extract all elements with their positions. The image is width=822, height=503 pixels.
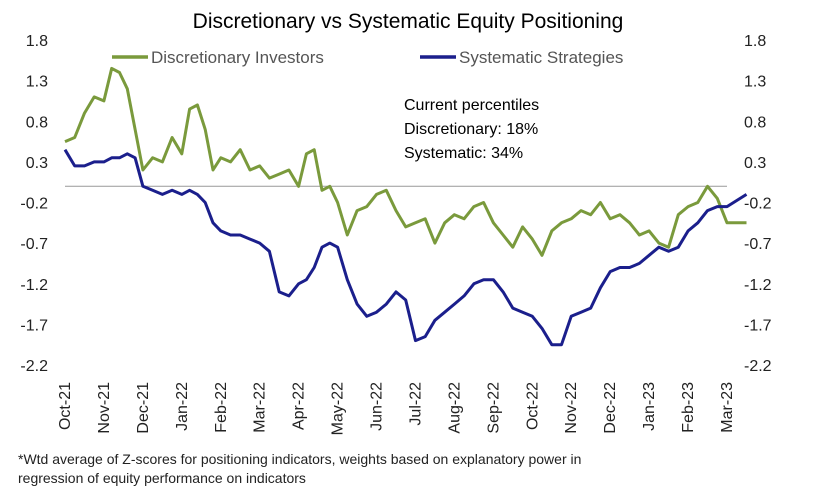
series-layer (63, 66, 748, 347)
percentile-annotation: Current percentiles Discretionary: 18% S… (404, 97, 539, 162)
y-tick-right: -1.2 (744, 277, 772, 294)
annotation-line-1: Current percentiles (404, 97, 539, 114)
y-tick-left: 0.8 (26, 114, 48, 131)
footnote-line-1: *Wtd average of Z-scores for positioning… (18, 451, 581, 467)
y-axis-right: 1.8 1.3 0.8 0.3 -0.2 -0.7 -1.2 -1.7 -2.2 (744, 33, 772, 375)
footnote: *Wtd average of Z-scores for positioning… (18, 451, 581, 486)
legend-label-systematic: Systematic Strategies (459, 48, 623, 67)
x-tick-label: Dec-21 (135, 382, 152, 434)
y-tick-left: 1.3 (26, 74, 48, 91)
x-tick-label: May-22 (330, 382, 347, 435)
x-tick-label: Jan-23 (641, 382, 658, 431)
series-line-systematic (63, 148, 748, 347)
y-tick-left: 0.3 (26, 155, 48, 172)
x-tick-label: Mar-23 (719, 382, 736, 433)
y-tick-right: 0.8 (744, 114, 766, 131)
y-tick-right: -0.7 (744, 236, 772, 253)
x-tick-label: Jan-22 (174, 382, 191, 431)
y-axis-left: 1.8 1.3 0.8 0.3 -0.2 -0.7 -1.2 -1.7 -2.2 (20, 33, 48, 375)
y-tick-left: -1.7 (20, 317, 48, 334)
y-tick-left: 1.8 (26, 33, 48, 50)
y-tick-right: -2.2 (744, 358, 772, 375)
x-tick-label: Jul-22 (407, 382, 424, 426)
x-tick-label: Oct-22 (524, 382, 541, 430)
x-tick-label: Nov-21 (96, 382, 113, 434)
y-tick-left: -1.2 (20, 277, 48, 294)
x-tick-label: Dec-22 (602, 382, 619, 434)
y-tick-right: -1.7 (744, 317, 772, 334)
x-tick-label: Mar-22 (252, 382, 269, 433)
series-line-discretionary (64, 66, 747, 257)
y-tick-left: -0.7 (20, 236, 48, 253)
y-tick-left: -0.2 (20, 196, 48, 213)
x-tick-label: Oct-21 (57, 382, 74, 430)
footnote-line-2: regression of equity performance on indi… (18, 470, 306, 486)
legend-label-discretionary: Discretionary Investors (151, 48, 324, 67)
annotation-line-3: Systematic: 34% (404, 145, 523, 162)
x-tick-label: Jun-22 (369, 382, 386, 431)
y-tick-left: -2.2 (20, 358, 48, 375)
x-tick-label: Apr-22 (291, 382, 308, 430)
x-tick-label: Nov-22 (563, 382, 580, 434)
x-tick-label: Sep-22 (485, 382, 502, 434)
legend: Discretionary Investors Systematic Strat… (112, 48, 623, 67)
annotation-line-2: Discretionary: 18% (404, 121, 538, 138)
x-tick-label: Feb-22 (213, 382, 230, 433)
y-tick-right: 0.3 (744, 155, 766, 172)
y-tick-right: 1.8 (744, 33, 766, 50)
x-tick-label: Feb-23 (680, 382, 697, 433)
y-tick-right: -0.2 (744, 196, 772, 213)
y-tick-right: 1.3 (744, 74, 766, 91)
x-tick-label: Aug-22 (446, 382, 463, 434)
x-axis: Oct-21 Nov-21 Dec-21 Jan-22 Feb-22 Mar-22 Apr-… (57, 382, 736, 435)
chart-title: Discretionary vs Systematic Equity Posit… (193, 10, 624, 33)
